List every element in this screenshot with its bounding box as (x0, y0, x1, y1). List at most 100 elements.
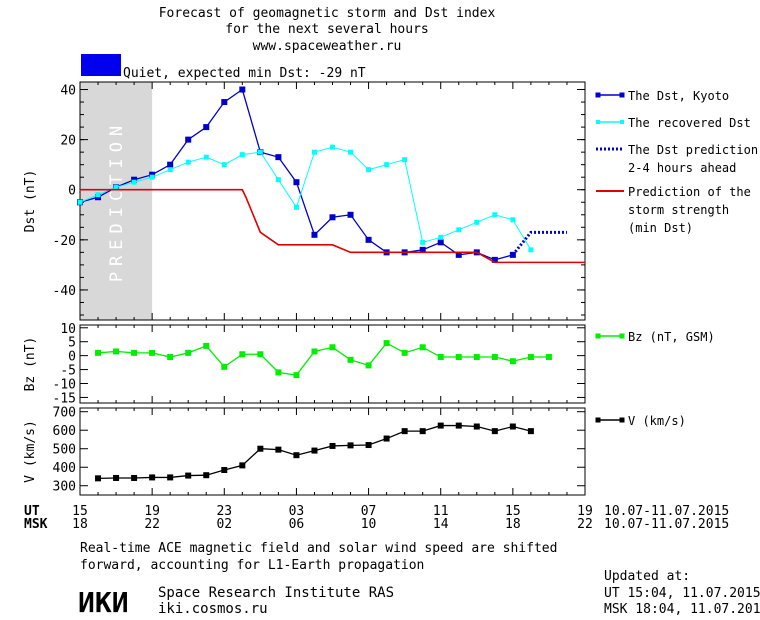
speed-legend: V (km/s) (595, 414, 686, 428)
data-point-speed (311, 447, 318, 454)
data-point-bz (383, 340, 390, 347)
data-point-dst_kyoto (95, 194, 102, 201)
data-point-recovered (149, 174, 155, 180)
ut-tick-label: 15 (72, 504, 88, 519)
data-point-bz (293, 372, 300, 379)
institute-name: Space Research Institute RAS (158, 585, 394, 601)
data-point-speed (401, 428, 408, 435)
dst-legend: The Dst, Kyoto The recovered Dst The Dst p… (595, 89, 758, 235)
data-point-recovered (474, 219, 480, 225)
msk-tick-label: 22 (144, 517, 160, 532)
data-point-speed (131, 474, 138, 481)
speed-panel: 700 600 500 400 300 V (km/s) (23, 406, 586, 496)
data-point-recovered (221, 162, 227, 168)
data-point-recovered (492, 212, 498, 218)
data-point-bz (131, 349, 138, 356)
series-line-bz (97, 342, 549, 376)
data-point-dst_kyoto (131, 176, 138, 183)
y-axis-title: Bz (nT) (23, 337, 38, 392)
data-point-speed (167, 474, 174, 481)
data-point-dst_kyoto (329, 214, 336, 221)
dst-panel: PREDICTION 40 20 0 -20 -40 Dst (nT) (23, 81, 586, 321)
msk-tick-label: 14 (433, 517, 449, 532)
data-point-bz (113, 348, 120, 355)
data-point-bz (473, 354, 480, 361)
data-point-dst_kyoto (491, 256, 498, 263)
y-tick-label: 0 (68, 184, 76, 199)
msk-row-label: MSK (24, 517, 48, 532)
data-point-bz (401, 349, 408, 356)
data-point-recovered (311, 149, 317, 155)
ut-date-range: 10.07-11.07.2015 (604, 504, 729, 519)
data-point-bz (419, 344, 426, 351)
y-tick-label: 5 (68, 336, 76, 351)
legend-marker (619, 417, 625, 423)
data-point-speed (473, 423, 480, 430)
y-tick-label: -20 (53, 234, 76, 249)
data-point-bz (239, 351, 246, 358)
data-point-bz (221, 363, 228, 370)
y-tick-label: 0 (68, 350, 76, 365)
legend-label-recovered: The recovered Dst (628, 116, 751, 130)
data-point-speed (491, 428, 498, 435)
y-axis-title: Dst (nT) (23, 170, 38, 233)
msk-tick-label: 10 (361, 517, 377, 532)
data-point-bz (347, 356, 354, 363)
legend-marker (595, 417, 601, 423)
title-line-3: www.spaceweather.ru (253, 39, 402, 54)
series-line-prediction_short (511, 230, 567, 256)
msk-tick-label: 18 (72, 517, 88, 532)
data-point-bz (455, 354, 462, 361)
data-point-recovered (239, 152, 245, 158)
ut-tick-label: 19 (144, 504, 160, 519)
y-tick-label: 40 (60, 84, 76, 99)
msk-tick-label: 06 (289, 517, 305, 532)
data-point-speed (509, 423, 516, 430)
msk-tick-label: 02 (216, 517, 232, 532)
data-point-recovered (420, 239, 426, 245)
data-point-bz (185, 349, 192, 356)
y-tick-label: 400 (53, 461, 76, 476)
data-point-speed (437, 422, 444, 429)
legend-marker (619, 333, 625, 339)
data-point-speed (275, 446, 282, 453)
data-point-bz (527, 354, 534, 361)
ut-row-label: UT (24, 504, 40, 519)
data-point-speed (365, 442, 372, 449)
data-point-recovered (131, 179, 137, 185)
y-tick-label: -5 (60, 364, 76, 379)
y-tick-label: -40 (53, 284, 76, 299)
data-point-recovered (384, 162, 390, 168)
footnote-line-2: forward, accounting for L1-Earth propaga… (80, 558, 424, 573)
data-point-bz (167, 354, 174, 361)
data-point-dst_kyoto (293, 179, 300, 186)
ut-tick-label: 07 (361, 504, 377, 519)
data-point-speed (455, 422, 462, 429)
ut-tick-label: 15 (505, 504, 521, 519)
legend-label-prediction_short: The Dst prediction (628, 143, 758, 157)
data-point-recovered (438, 234, 444, 240)
data-point-dst_kyoto (185, 136, 192, 143)
iki-logo: ИКИ (78, 586, 129, 619)
status-swatch (81, 54, 121, 76)
title-line-2: for the next several hours (225, 22, 429, 37)
data-point-dst_kyoto (311, 231, 318, 238)
y-tick-label: 10 (60, 322, 76, 337)
legend-label-storm_strength: Prediction of the (628, 185, 751, 199)
data-point-recovered (257, 149, 263, 155)
data-point-speed (257, 445, 264, 452)
data-point-speed (383, 435, 390, 442)
institute-site: iki.cosmos.ru (158, 601, 268, 617)
legend-marker (619, 92, 625, 98)
ut-tick-label: 03 (289, 504, 305, 519)
y-tick-label: 600 (53, 424, 76, 439)
data-point-speed (149, 474, 156, 481)
title-line-1: Forecast of geomagnetic storm and Dst in… (159, 6, 496, 21)
y-axis-title: V (km/s) (23, 420, 38, 483)
plot-frame (79, 407, 586, 496)
data-point-recovered (275, 177, 281, 183)
data-point-dst_kyoto (455, 251, 462, 258)
y-tick-label: 20 (60, 134, 76, 149)
